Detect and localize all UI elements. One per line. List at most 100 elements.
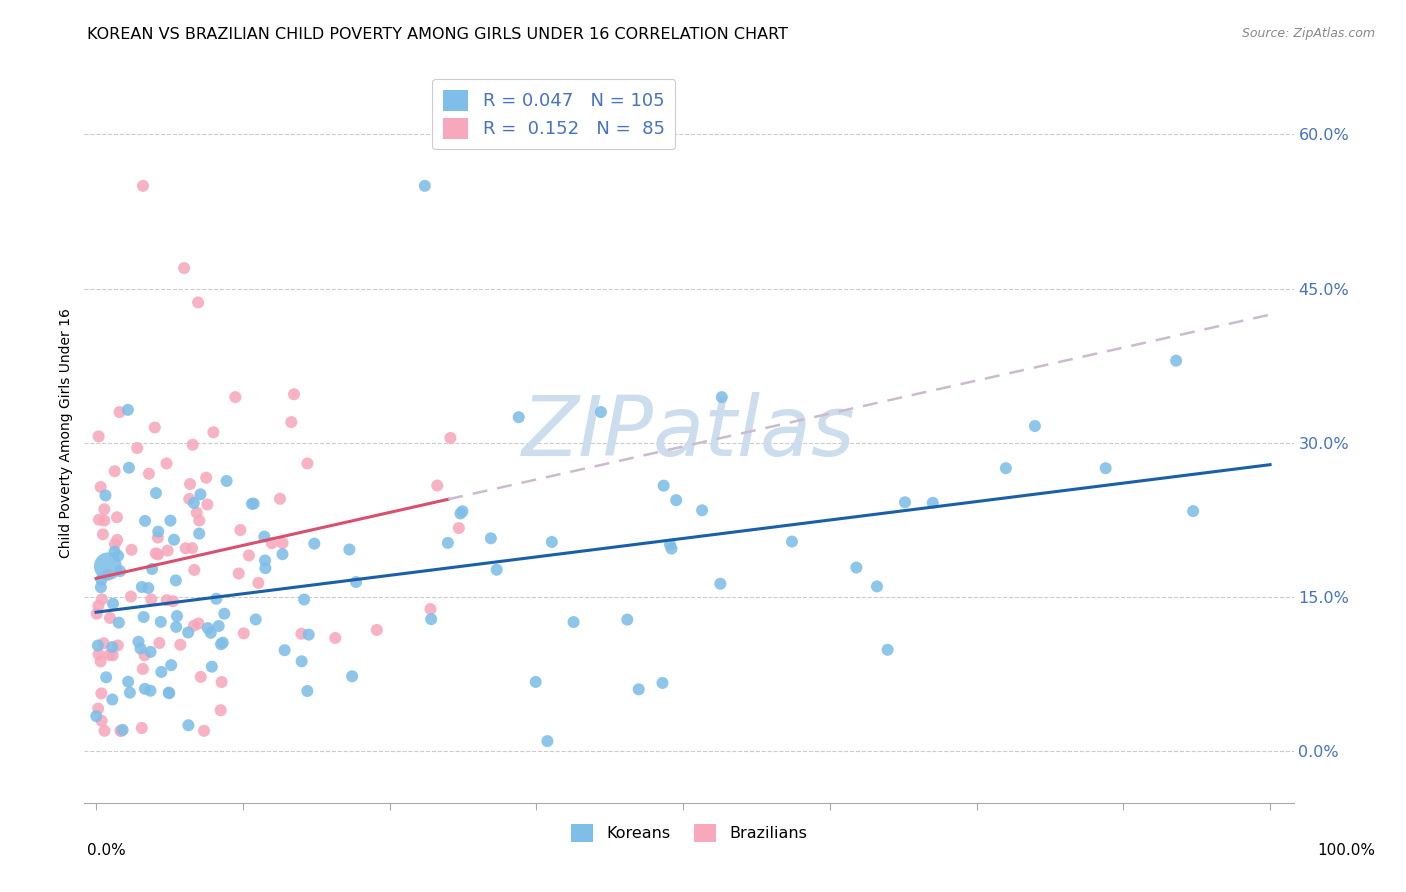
Point bbox=[117, 674, 139, 689]
Point bbox=[245, 612, 267, 626]
Point bbox=[162, 594, 184, 608]
Point bbox=[709, 576, 731, 591]
Point bbox=[536, 734, 558, 748]
Point bbox=[87, 513, 110, 527]
Point bbox=[323, 631, 346, 645]
Point bbox=[101, 692, 124, 706]
Point bbox=[238, 549, 260, 563]
Point bbox=[146, 531, 169, 545]
Point bbox=[166, 609, 188, 624]
Point bbox=[159, 514, 181, 528]
Point bbox=[229, 523, 252, 537]
Point bbox=[188, 514, 211, 528]
Point bbox=[179, 491, 201, 506]
Point bbox=[141, 592, 163, 607]
Point bbox=[129, 641, 152, 656]
Point bbox=[186, 506, 208, 520]
Point bbox=[866, 579, 889, 593]
Point bbox=[86, 709, 108, 723]
Point bbox=[253, 553, 276, 567]
Point bbox=[242, 497, 264, 511]
Point bbox=[132, 662, 155, 676]
Point bbox=[589, 405, 612, 419]
Point bbox=[90, 654, 112, 668]
Point bbox=[87, 639, 110, 653]
Point bbox=[118, 460, 141, 475]
Point bbox=[228, 566, 250, 581]
Point bbox=[190, 670, 212, 684]
Point bbox=[96, 670, 118, 684]
Point bbox=[121, 542, 143, 557]
Point bbox=[90, 686, 112, 700]
Point bbox=[297, 457, 319, 471]
Point bbox=[98, 648, 121, 662]
Point bbox=[139, 645, 162, 659]
Point bbox=[87, 599, 110, 613]
Point bbox=[101, 597, 124, 611]
Point bbox=[876, 642, 898, 657]
Point bbox=[447, 521, 470, 535]
Point bbox=[101, 648, 124, 663]
Point bbox=[209, 637, 232, 651]
Point bbox=[187, 616, 209, 631]
Point bbox=[149, 615, 172, 629]
Point bbox=[562, 615, 585, 629]
Point bbox=[344, 575, 367, 590]
Point bbox=[205, 591, 228, 606]
Point bbox=[652, 478, 675, 492]
Point bbox=[90, 714, 112, 728]
Point bbox=[1166, 353, 1188, 368]
Point bbox=[616, 613, 638, 627]
Point bbox=[105, 510, 128, 524]
Point bbox=[146, 548, 169, 562]
Point bbox=[214, 607, 236, 621]
Point bbox=[439, 431, 461, 445]
Point bbox=[138, 467, 160, 481]
Point bbox=[94, 488, 117, 502]
Point bbox=[108, 564, 131, 578]
Point bbox=[93, 723, 115, 738]
Point bbox=[661, 541, 683, 556]
Point bbox=[894, 495, 917, 509]
Point bbox=[215, 474, 238, 488]
Point bbox=[211, 635, 233, 649]
Point bbox=[921, 496, 943, 510]
Point bbox=[165, 620, 187, 634]
Point bbox=[107, 549, 129, 563]
Point bbox=[169, 638, 191, 652]
Point bbox=[651, 676, 673, 690]
Point bbox=[90, 573, 112, 587]
Point bbox=[183, 618, 205, 632]
Point bbox=[87, 701, 110, 715]
Point bbox=[298, 627, 321, 641]
Point bbox=[87, 429, 110, 443]
Point bbox=[179, 477, 201, 491]
Point bbox=[426, 478, 449, 492]
Point bbox=[202, 425, 225, 440]
Point bbox=[97, 559, 120, 574]
Point bbox=[1024, 419, 1046, 434]
Point bbox=[540, 535, 562, 549]
Point bbox=[134, 514, 156, 528]
Point bbox=[665, 493, 688, 508]
Point bbox=[165, 574, 187, 588]
Point bbox=[269, 491, 291, 506]
Point bbox=[485, 563, 508, 577]
Point bbox=[98, 611, 121, 625]
Point bbox=[117, 402, 139, 417]
Point bbox=[271, 536, 294, 550]
Point bbox=[103, 544, 125, 558]
Point bbox=[209, 703, 232, 717]
Point bbox=[188, 526, 211, 541]
Point bbox=[508, 410, 530, 425]
Point bbox=[659, 538, 682, 552]
Point bbox=[131, 580, 153, 594]
Point bbox=[111, 723, 134, 737]
Point bbox=[141, 562, 163, 576]
Point bbox=[104, 537, 127, 551]
Point bbox=[292, 592, 315, 607]
Point bbox=[224, 390, 246, 404]
Point bbox=[150, 665, 173, 679]
Point bbox=[449, 507, 471, 521]
Point bbox=[120, 590, 142, 604]
